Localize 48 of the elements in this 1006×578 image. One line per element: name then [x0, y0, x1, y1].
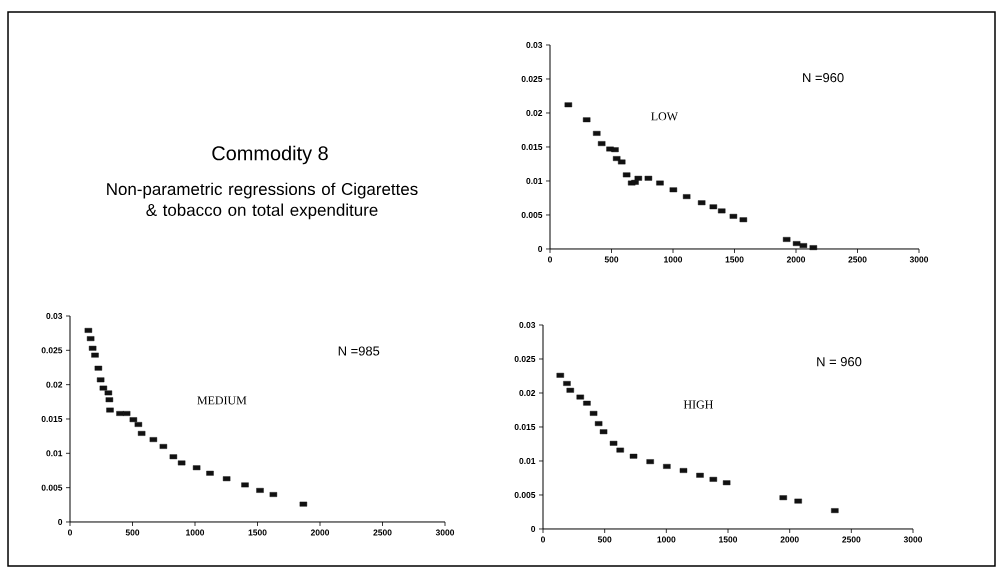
x-tick-label: 2000 — [310, 529, 330, 536]
y-tick-label: 0 — [58, 518, 63, 525]
x-tick-label: 2500 — [373, 529, 392, 536]
y-tick-label: 0.02 — [526, 109, 543, 116]
x-tick-label: 3000 — [909, 256, 929, 263]
y-tick-label: 0.005 — [514, 491, 536, 498]
x-tick-label: 1000 — [657, 536, 676, 543]
text: Commodity 8 — [212, 145, 328, 165]
annotation: N = 960 — [817, 357, 862, 367]
x-tick-label: 1000 — [664, 256, 683, 263]
y-tick-label: 0.015 — [514, 423, 536, 430]
y-tick-label: 0.025 — [41, 347, 63, 354]
x-tick-label: 500 — [597, 536, 612, 543]
x-tick-label: 500 — [604, 256, 619, 263]
annotation: N =960 — [803, 73, 844, 83]
x-tick-label: 2000 — [786, 256, 806, 263]
x-tick-label: 2500 — [848, 256, 867, 263]
x-tick-label: 500 — [125, 529, 140, 536]
y-tick-label: 0.025 — [521, 75, 543, 82]
y-tick-label: 0.005 — [41, 484, 63, 491]
annotation: N =985 — [338, 346, 380, 356]
x-tick-label: 1000 — [186, 529, 205, 536]
annotation: LOW — [651, 112, 678, 121]
y-tick-label: 0.015 — [41, 415, 63, 422]
x-tick-label: 0 — [547, 256, 553, 263]
y-tick-label: 0.015 — [521, 143, 543, 150]
x-tick-label: 2500 — [842, 536, 861, 543]
x-tick-label: 3000 — [435, 529, 455, 536]
y-tick-label: 0.01 — [526, 177, 543, 184]
x-tick-label: 1500 — [725, 256, 744, 263]
x-tick-label: 1500 — [248, 529, 267, 536]
y-tick-label: 0.005 — [521, 211, 543, 218]
y-tick-label: 0 — [538, 245, 543, 252]
y-tick-label: 0.03 — [46, 312, 63, 319]
x-tick-label: 1500 — [719, 536, 738, 543]
y-tick-label: 0.02 — [46, 381, 63, 388]
text: Non-parametric regressions of Cigarettes & tobacco on total expenditure — [107, 182, 418, 220]
y-tick-label: 0.02 — [519, 389, 536, 396]
x-tick-label: 3000 — [903, 536, 923, 543]
annotation: HIGH — [683, 400, 713, 409]
annotation: MEDIUM — [197, 396, 247, 405]
y-tick-label: 0.025 — [514, 356, 536, 362]
x-tick-label: 0 — [67, 529, 73, 536]
y-tick-label: 0.01 — [519, 457, 536, 464]
y-tick-label: 0.01 — [46, 450, 63, 457]
y-tick-label: 0.03 — [519, 321, 536, 328]
y-tick-label: 0.03 — [526, 41, 543, 48]
x-tick-label: 2000 — [780, 536, 799, 543]
